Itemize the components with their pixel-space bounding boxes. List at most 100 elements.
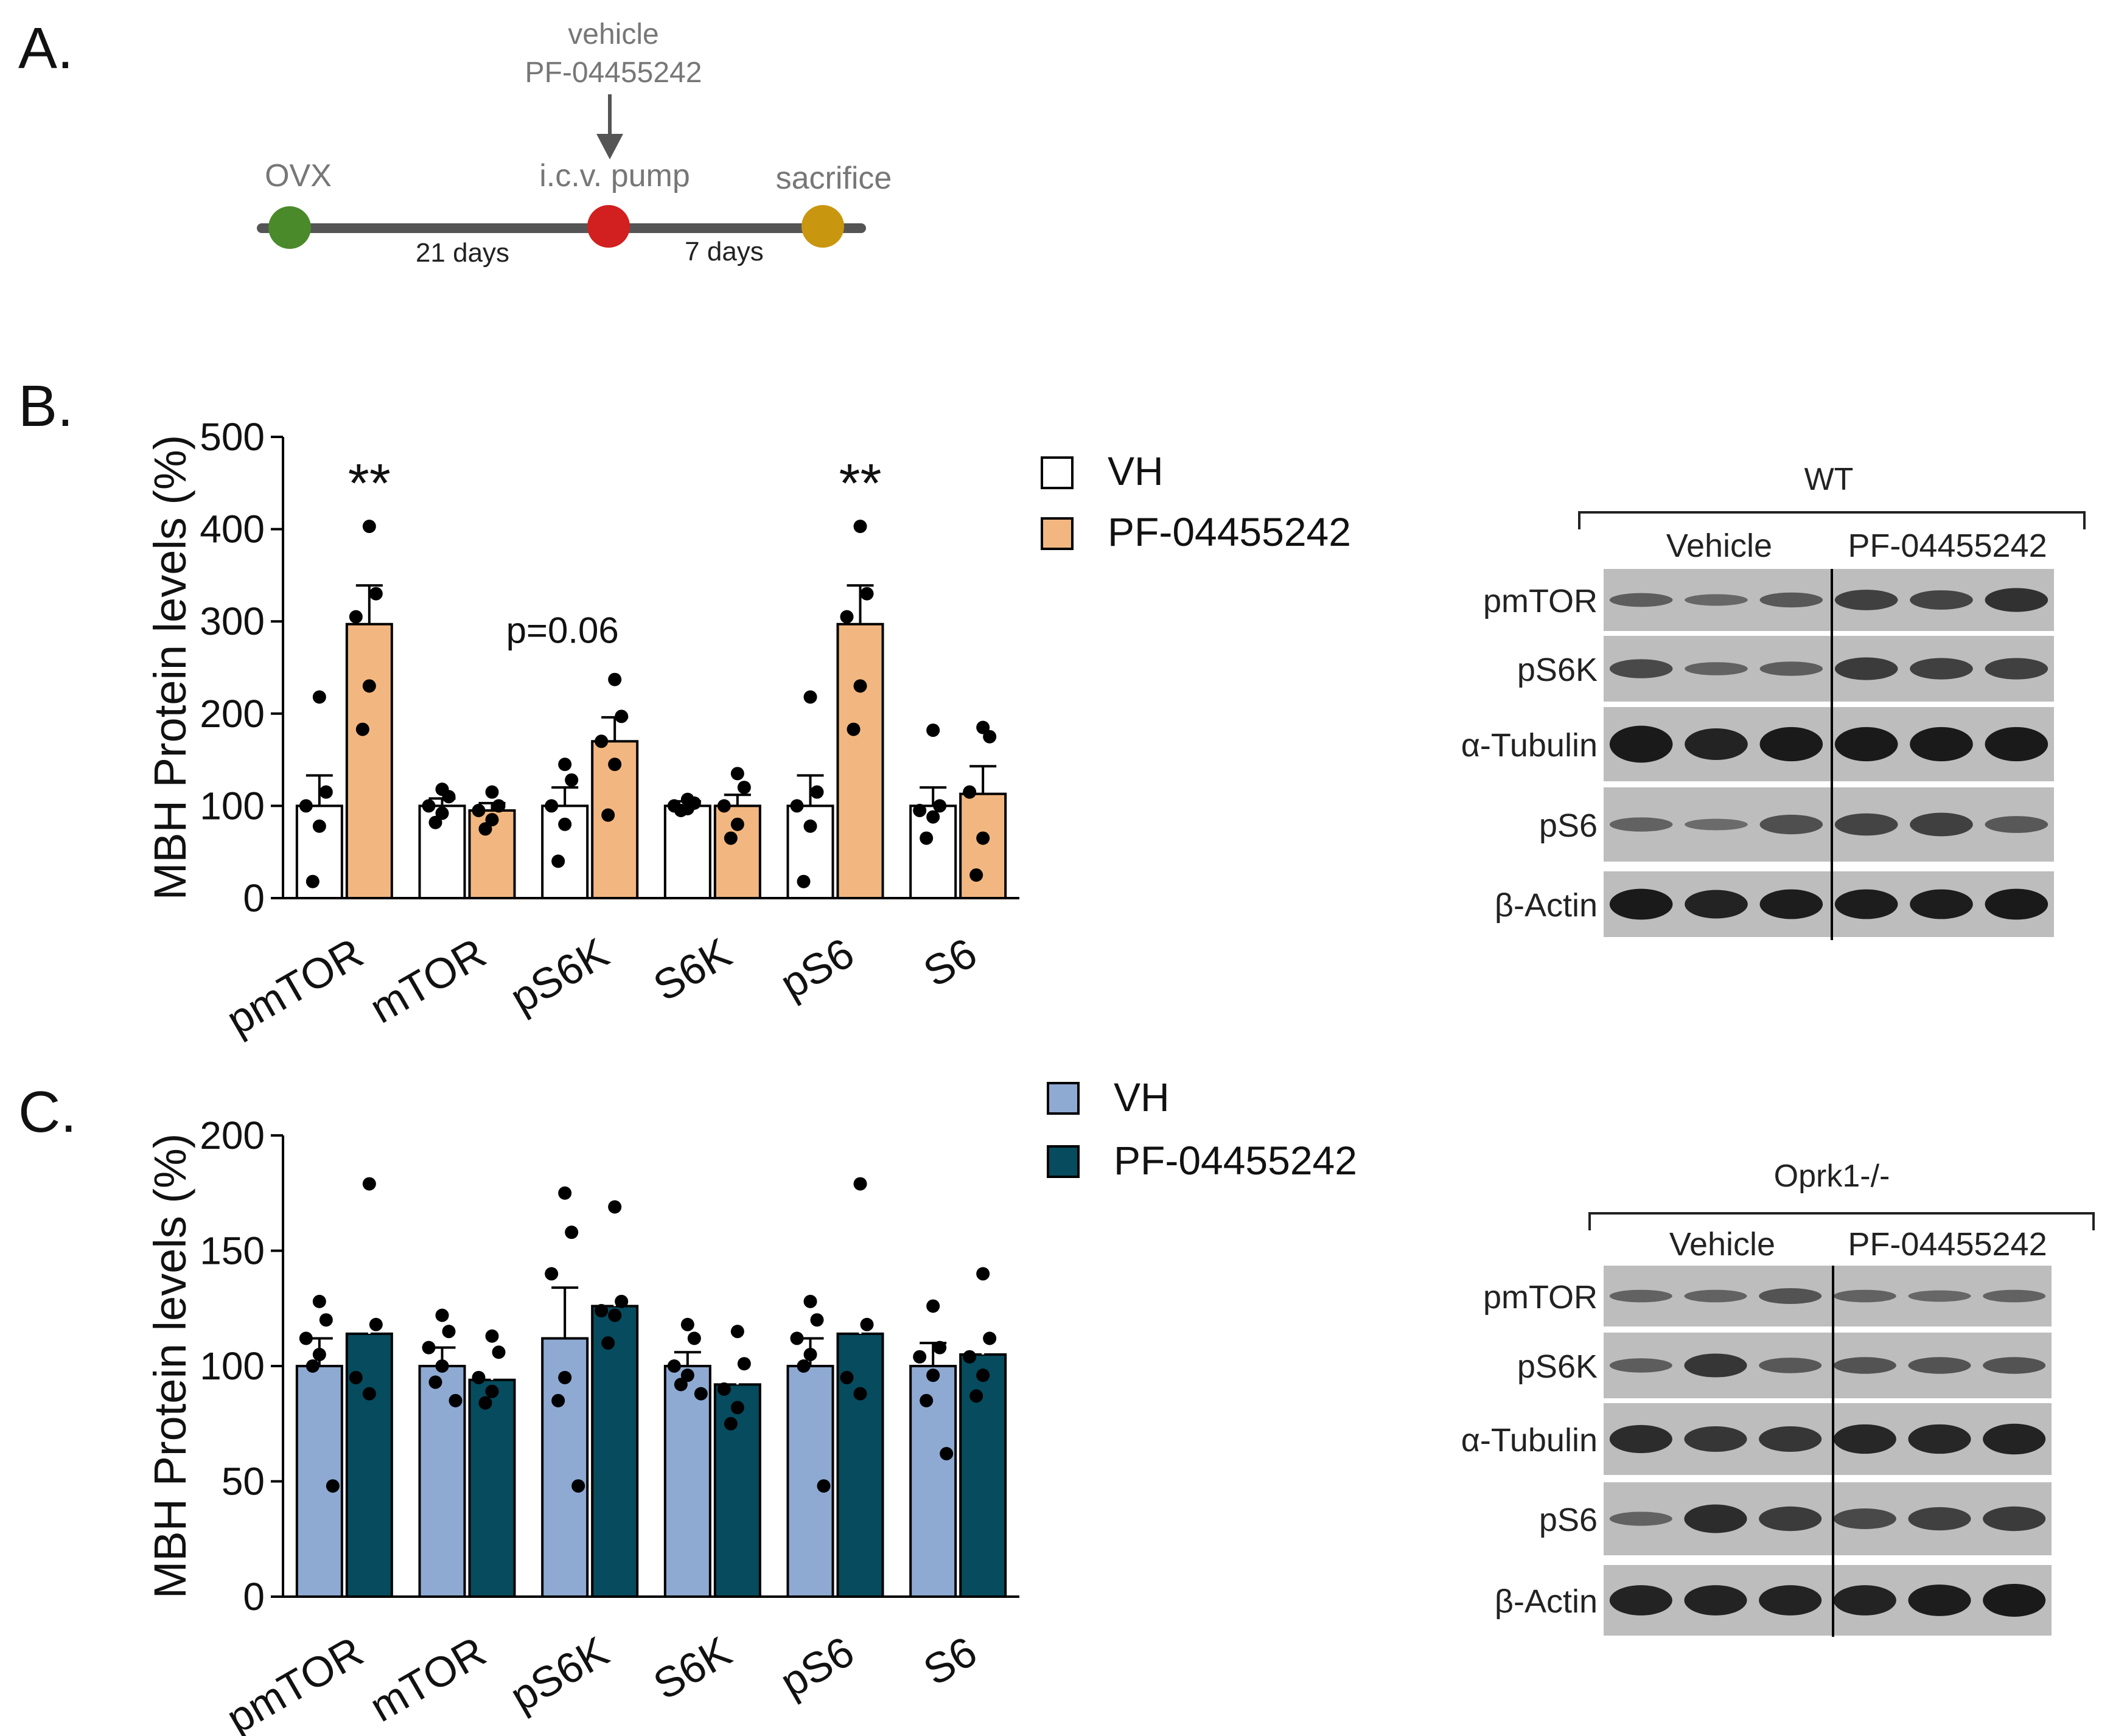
legend-b: VH PF-04455242 xyxy=(1041,448,1351,554)
data-point xyxy=(803,1294,817,1308)
data-point xyxy=(608,758,622,772)
blot-b-strips: pmTOR pS6K α-Tubulin pS6 β-Actin xyxy=(1461,569,2054,937)
bar-pf xyxy=(591,1305,639,1598)
blot-band xyxy=(1834,657,1898,680)
blot-band xyxy=(1609,1358,1672,1373)
event-marker-sacrifice xyxy=(802,205,844,248)
blot-strip xyxy=(1604,1403,2052,1475)
data-point xyxy=(976,1368,990,1382)
data-point xyxy=(810,1313,824,1327)
y-tick-label: 200 xyxy=(200,692,265,736)
blot-strip xyxy=(1604,1266,2052,1326)
data-point xyxy=(608,1200,622,1214)
blot-b-bracket xyxy=(1578,511,2086,529)
blot-strip xyxy=(1604,787,2054,862)
blot-strip xyxy=(1604,636,2054,702)
data-point xyxy=(926,1368,940,1382)
category-label: pS6K xyxy=(502,1627,616,1720)
panel-a-label: A. xyxy=(18,16,74,81)
data-point xyxy=(817,1479,831,1493)
y-axis-label: MBH Protein levels (%) xyxy=(145,435,195,901)
data-point xyxy=(853,520,867,534)
blot-band xyxy=(1684,1353,1747,1378)
data-point xyxy=(369,1317,383,1331)
data-point xyxy=(565,773,579,787)
bar-vh xyxy=(663,804,711,900)
blot-row-label: pmTOR xyxy=(1483,1279,1598,1316)
y-tick-label: 400 xyxy=(200,507,265,551)
legend-b-swatch-vh xyxy=(1041,456,1074,489)
data-point xyxy=(790,1331,804,1345)
data-point xyxy=(933,1340,947,1354)
blot-b-group-drug: PF-04455242 xyxy=(1848,528,2047,564)
data-point xyxy=(299,799,313,813)
data-point xyxy=(976,720,990,734)
blot-c-strips: pmTOR pS6K α-Tubulin pS6 β-Actin xyxy=(1461,1266,2052,1636)
legend-c-swatch-pf xyxy=(1047,1145,1080,1178)
data-point xyxy=(860,1317,874,1331)
blot-strip xyxy=(1604,707,2054,781)
data-point xyxy=(595,1304,609,1318)
blot-band xyxy=(1609,1289,1672,1303)
data-point xyxy=(362,1387,376,1401)
data-point xyxy=(492,1345,506,1359)
blot-band xyxy=(1910,727,1973,762)
event-marker-pump xyxy=(587,205,630,248)
blot-band xyxy=(1685,728,1748,760)
blot-band xyxy=(1759,814,1823,835)
blot-band xyxy=(1908,1584,1971,1616)
data-point xyxy=(853,679,867,693)
blot-band xyxy=(1684,1585,1747,1616)
blot-band xyxy=(1759,1506,1822,1532)
data-point xyxy=(810,785,824,799)
blot-band xyxy=(1908,1424,1971,1454)
data-point xyxy=(853,1177,867,1191)
bar-vh xyxy=(418,804,466,900)
data-point xyxy=(485,813,499,827)
data-point xyxy=(926,723,940,737)
data-point xyxy=(349,1370,363,1384)
data-point xyxy=(674,1378,688,1392)
data-point xyxy=(472,1370,486,1384)
blot-row-label: β-Actin xyxy=(1495,1583,1598,1620)
category-label: pmTOR xyxy=(218,1627,371,1736)
blot-band xyxy=(1609,593,1673,607)
y-tick-label: 0 xyxy=(243,1575,265,1619)
legend-c-label-vh: VH xyxy=(1114,1075,1170,1120)
blot-band xyxy=(1609,725,1673,763)
data-point xyxy=(963,1350,977,1364)
data-point xyxy=(680,1368,694,1382)
blot-c-group-vehicle: Vehicle xyxy=(1669,1226,1775,1263)
blot-band xyxy=(1685,890,1748,919)
treatment-label-vehicle: vehicle xyxy=(568,18,658,51)
western-blot-b: WT Vehicle PF-04455242 pmTOR pS6K α-Tubuli… xyxy=(1461,462,2086,940)
data-point xyxy=(615,1294,629,1308)
blot-band xyxy=(1985,816,2048,833)
blot-band xyxy=(1684,1289,1747,1303)
bar-pf xyxy=(836,622,884,900)
data-point xyxy=(976,831,990,845)
blot-band xyxy=(1759,1358,1822,1373)
data-point xyxy=(595,734,609,748)
blot-row-label: α-Tubulin xyxy=(1461,1422,1598,1459)
blot-band xyxy=(1910,590,1973,610)
category-label: mTOR xyxy=(362,929,494,1032)
blot-band xyxy=(1910,658,1973,680)
data-point xyxy=(428,1375,442,1389)
blot-band xyxy=(1910,889,1973,919)
blot-band xyxy=(1685,662,1748,675)
data-point xyxy=(933,799,947,813)
data-point xyxy=(601,1336,615,1350)
blot-band xyxy=(1759,1426,1822,1452)
data-point xyxy=(558,758,572,772)
legend-b-label-pf: PF-04455242 xyxy=(1108,509,1351,554)
data-point xyxy=(565,1225,579,1239)
y-tick-label: 200 xyxy=(200,1114,265,1157)
data-point xyxy=(913,1350,927,1364)
blot-band xyxy=(1983,1584,2046,1617)
category-label: S6K xyxy=(646,929,739,1010)
data-point xyxy=(608,1308,622,1322)
data-point xyxy=(920,1393,934,1407)
bar-vh xyxy=(663,1365,711,1598)
